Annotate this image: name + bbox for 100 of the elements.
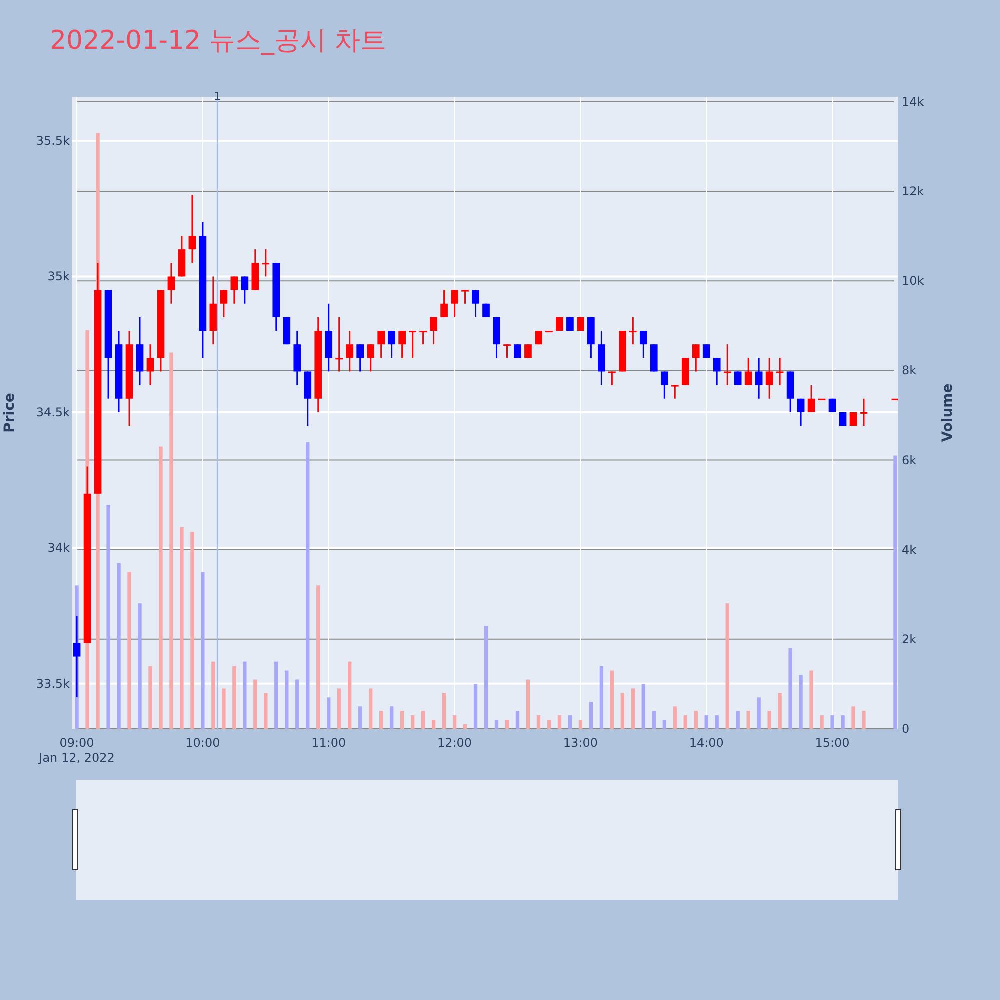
bar — [138, 604, 142, 729]
bar — [369, 688, 373, 729]
bar — [212, 662, 216, 729]
candlestick — [146, 344, 154, 386]
bar — [463, 724, 468, 729]
candlestick — [168, 262, 176, 305]
bar — [410, 716, 415, 729]
bar — [757, 698, 761, 729]
bar — [841, 716, 845, 729]
x-tick-label: 11:00 — [312, 736, 346, 750]
y2-axis-title: Volume — [940, 384, 956, 442]
candlestick — [660, 370, 668, 400]
y-tick-label: 33.5k — [36, 676, 70, 691]
candlestick — [797, 398, 805, 427]
y2-tick-label: 6k — [902, 453, 917, 468]
bar — [894, 456, 898, 729]
y2-tick-label: 14k — [902, 94, 924, 109]
y2-tick-label: 12k — [902, 184, 924, 199]
candlestick — [504, 344, 511, 359]
candlestick — [755, 357, 763, 400]
bar — [390, 706, 394, 729]
candlestick — [188, 194, 196, 264]
bar — [380, 711, 384, 729]
x-tick-label: 15:00 — [815, 736, 850, 750]
bar — [148, 666, 152, 729]
bar — [631, 688, 635, 729]
bar — [768, 711, 772, 729]
x-tick-label: 12:00 — [437, 736, 472, 750]
bar — [662, 720, 666, 729]
candlestick — [535, 330, 542, 346]
candlestick — [430, 316, 438, 346]
candlestick — [640, 330, 648, 359]
bar — [170, 352, 174, 729]
bar — [694, 711, 698, 729]
bar — [746, 711, 750, 729]
candlestick — [420, 330, 427, 346]
candlestick — [462, 290, 469, 305]
candlestick — [367, 344, 375, 372]
y2-tick-label: 0 — [902, 722, 910, 736]
bar — [788, 648, 792, 729]
bar — [452, 716, 457, 729]
candlestick — [409, 330, 416, 359]
bar — [610, 670, 614, 729]
candlestick — [336, 316, 344, 372]
text: Jan 12, 2022 — [38, 751, 115, 765]
bar — [600, 666, 604, 729]
bar — [642, 684, 646, 729]
bar — [432, 720, 436, 729]
annotation: 1 — [214, 90, 222, 103]
candlestick — [472, 290, 480, 318]
candlestick — [378, 330, 386, 359]
bar — [474, 684, 478, 729]
bar — [673, 706, 677, 729]
candlestick — [346, 330, 354, 372]
x-tick-label: 09:00 — [60, 736, 94, 750]
bar — [180, 527, 184, 729]
candlestick — [262, 248, 270, 278]
bar — [190, 532, 194, 729]
bar — [589, 702, 594, 729]
bar — [684, 716, 688, 729]
candlestick — [744, 357, 752, 386]
bar — [568, 716, 572, 729]
y-tick-label: 35.5k — [36, 134, 70, 148]
bar — [400, 711, 404, 729]
candlestick — [451, 290, 458, 318]
candlestick — [388, 330, 396, 359]
bar — [274, 662, 278, 729]
candlestick — [860, 398, 868, 427]
bar — [526, 680, 530, 729]
y2-tick-label: 10k — [902, 274, 924, 288]
bar — [264, 693, 268, 729]
chart-title: 2022-01-12 뉴스_공시 차트 — [50, 26, 387, 56]
bar — [484, 626, 488, 729]
bar — [620, 693, 624, 729]
bar — [306, 442, 310, 729]
candlestick — [766, 357, 774, 400]
candlestick — [241, 276, 249, 305]
bar — [117, 563, 121, 729]
bar — [316, 586, 320, 729]
bar — [852, 706, 856, 729]
bar — [810, 670, 814, 729]
y2-tick-label: 4k — [902, 542, 917, 557]
bar — [736, 711, 740, 729]
bar — [296, 680, 300, 729]
bar — [243, 662, 247, 729]
bar — [285, 670, 289, 729]
y-tick-label: 35k — [48, 270, 70, 284]
bar — [704, 716, 708, 729]
candlestick — [230, 276, 238, 305]
candlestick — [356, 344, 364, 372]
bar — [338, 688, 342, 729]
bar — [558, 716, 562, 729]
bar — [578, 720, 583, 729]
y-tick-label: 34k — [48, 541, 70, 556]
bar — [159, 446, 163, 729]
candlestick — [514, 344, 522, 359]
candlestick — [482, 303, 490, 318]
bar — [516, 711, 520, 729]
bar — [232, 666, 236, 729]
candlestick — [608, 370, 616, 386]
